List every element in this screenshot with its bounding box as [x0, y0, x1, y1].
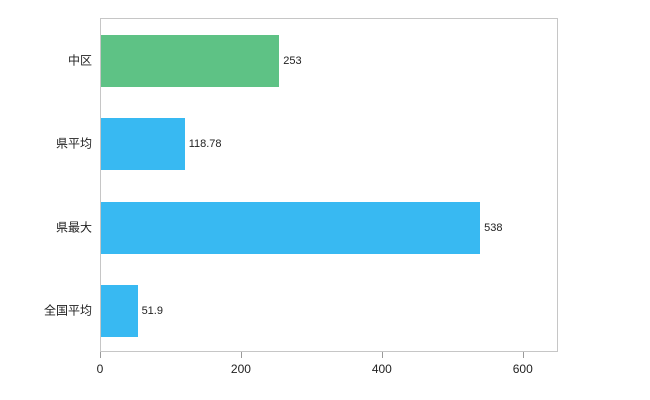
- bar-rows: 253 118.78 538 51.9: [101, 19, 557, 351]
- x-tick-mark: [100, 352, 101, 358]
- bar-row: 253: [101, 19, 557, 103]
- bar: [101, 34, 280, 87]
- bar: [101, 201, 481, 254]
- x-tick-mark: [381, 352, 383, 358]
- value-label: 118.78: [188, 138, 222, 151]
- x-tick-label: 400: [371, 362, 392, 376]
- bar-row: 118.78: [101, 103, 557, 187]
- x-tick-label: 600: [512, 362, 533, 376]
- category-label: 県平均: [55, 136, 92, 151]
- category-label: 県最大: [55, 220, 92, 235]
- bar: [101, 285, 138, 338]
- value-label: 253: [283, 54, 302, 67]
- bar: [101, 118, 185, 171]
- value-label: 538: [484, 221, 503, 234]
- category-label: 全国平均: [43, 303, 92, 318]
- x-tick-label: 0: [96, 362, 104, 376]
- bar-row: 51.9: [101, 270, 557, 354]
- x-tick-mark: [522, 352, 524, 358]
- category-label: 中区: [67, 53, 92, 68]
- value-label: 51.9: [141, 305, 163, 318]
- plot-area: 253 118.78 538 51.9: [100, 18, 558, 352]
- x-tick-mark: [240, 352, 242, 358]
- bar-row: 538: [101, 186, 557, 270]
- x-tick-label: 200: [230, 362, 251, 376]
